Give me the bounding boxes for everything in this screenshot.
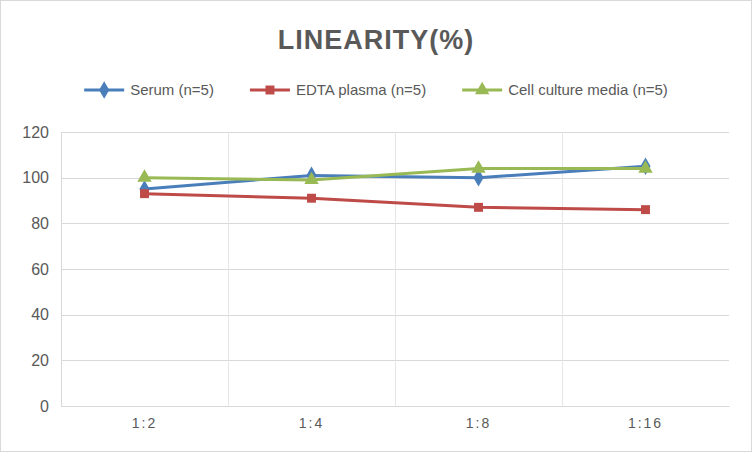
y-tick-label: 40 (31, 306, 49, 323)
y-tick-label: 120 (22, 124, 49, 141)
marker (471, 160, 485, 172)
y-tick: 20 (31, 352, 61, 369)
marker (638, 160, 652, 172)
series-line (145, 169, 646, 180)
y-tick: 40 (31, 306, 61, 323)
marker (137, 169, 151, 181)
x-tick: 1:4 (299, 406, 324, 431)
x-tick-label: 1:16 (628, 415, 663, 431)
y-tick: 0 (40, 398, 61, 415)
legend-marker (265, 86, 274, 95)
marker (139, 180, 149, 198)
y-tick-label: 20 (31, 352, 49, 369)
y-axis-line (61, 133, 62, 407)
y-tick-label: 100 (22, 169, 49, 186)
x-tick-label: 1:2 (132, 415, 157, 431)
marker (307, 194, 316, 203)
legend-marker (475, 82, 489, 94)
series-line (145, 194, 646, 210)
legend-item: EDTA plasma (n=5) (250, 81, 426, 98)
series (137, 160, 652, 184)
series-line (145, 166, 646, 189)
marker (140, 189, 149, 198)
plot-area (137, 157, 652, 214)
y-tick-label: 60 (31, 261, 49, 278)
y-tick-label: 80 (31, 215, 49, 232)
x-tick: 1:16 (628, 406, 663, 431)
x-tick-label: 1:4 (299, 415, 324, 431)
y-tick-label: 0 (40, 398, 49, 415)
marker (304, 172, 318, 184)
y-tick: 80 (31, 215, 61, 232)
legend-label: EDTA plasma (n=5) (296, 81, 426, 98)
y-tick: 100 (22, 169, 61, 186)
chart: LINEARITY(%) 0 20 40 60 80 100 120 1:2 1:4 1:8 1:16… (0, 0, 752, 452)
y-tick: 120 (22, 124, 61, 141)
legend: Serum (n=5) EDTA plasma (n=5) Cell culture… (84, 81, 668, 99)
series (139, 157, 650, 197)
chart-border (1, 1, 752, 452)
legend-label: Serum (n=5) (130, 81, 214, 98)
legend-marker (99, 81, 109, 99)
x-tick-label: 1:8 (466, 415, 491, 431)
legend-item: Serum (n=5) (84, 81, 214, 99)
x-tick: 1:2 (132, 406, 157, 431)
grid-line (61, 406, 729, 407)
marker (641, 205, 650, 214)
x-axis-line (62, 406, 730, 407)
x-axis: 1:2 1:4 1:8 1:16 (62, 406, 730, 431)
legend-label: Cell culture media (n=5) (508, 81, 668, 98)
x-tick: 1:8 (466, 406, 491, 431)
legend-item: Cell culture media (n=5) (462, 81, 668, 98)
y-tick: 60 (31, 261, 61, 278)
category-separator (228, 132, 229, 406)
y-axis: 0 20 40 60 80 100 120 (22, 124, 61, 415)
series (140, 189, 650, 214)
title: LINEARITY(%) (278, 25, 475, 55)
marker (474, 203, 483, 212)
grid (61, 133, 729, 407)
